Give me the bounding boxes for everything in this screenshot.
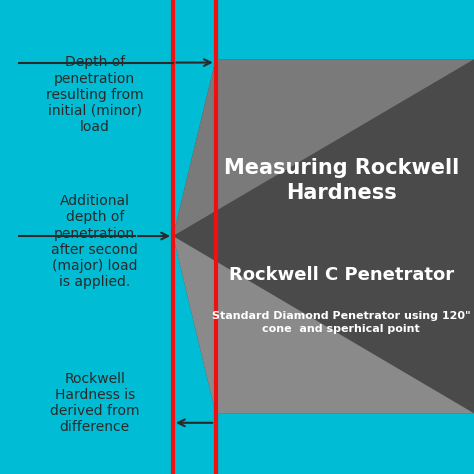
Polygon shape bbox=[173, 59, 474, 413]
Text: Rockwell C Penetrator: Rockwell C Penetrator bbox=[229, 266, 454, 284]
Polygon shape bbox=[173, 59, 474, 236]
Text: Depth of
penetration
resulting from
initial (minor)
load: Depth of penetration resulting from init… bbox=[46, 55, 144, 134]
Text: Rockwell
Hardness is
derived from
difference: Rockwell Hardness is derived from differ… bbox=[50, 372, 139, 434]
Text: Additional
depth of
penetration
after second
(major) load
is applied.: Additional depth of penetration after se… bbox=[51, 194, 138, 289]
Text: Measuring Rockwell
Hardness: Measuring Rockwell Hardness bbox=[224, 158, 459, 202]
Text: Standard Diamond Penetrator using 120"
cone  and sperhical point: Standard Diamond Penetrator using 120" c… bbox=[212, 311, 471, 334]
Polygon shape bbox=[173, 236, 474, 413]
